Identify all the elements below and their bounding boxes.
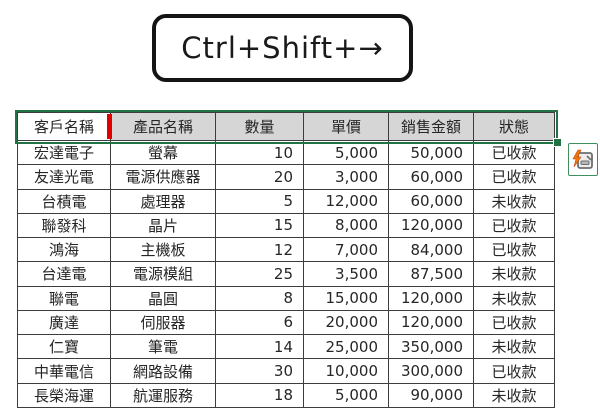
cell[interactable]: 300,000 — [388, 358, 474, 384]
cell[interactable]: 120,000 — [388, 309, 474, 336]
cell[interactable]: 已收款 — [473, 309, 555, 336]
cell[interactable]: 5 — [215, 188, 304, 214]
cell[interactable]: 12,000 — [303, 188, 389, 214]
cell[interactable]: 已收款 — [473, 358, 555, 384]
fill-handle[interactable] — [553, 138, 562, 147]
cell[interactable]: 90,000 — [388, 382, 474, 409]
cell[interactable]: 18 — [215, 382, 304, 409]
table-row: 中華電信 網路設備 30 10,000 300,000 已收款 — [17, 358, 555, 384]
sales-table: 客戶名稱 產品名稱 數量 單價 銷售金額 狀態 宏達電子 螢幕 10 5,000 50,000 已收… — [15, 110, 562, 409]
column-header[interactable]: 產品名稱 — [110, 112, 216, 141]
cell[interactable]: 20 — [215, 164, 304, 190]
cell[interactable]: 50,000 — [388, 139, 474, 166]
header-row: 客戶名稱 產品名稱 數量 單價 銷售金額 狀態 — [17, 112, 555, 141]
cell[interactable]: 友達光電 — [17, 164, 111, 190]
cell[interactable]: 350,000 — [388, 334, 474, 360]
active-cell-marker — [107, 114, 112, 139]
cell[interactable]: 已收款 — [473, 212, 555, 239]
table-row: 鴻海 主機板 12 7,000 84,000 已收款 — [17, 237, 555, 263]
cell[interactable]: 3,000 — [303, 164, 389, 190]
cell[interactable]: 台達電 — [17, 261, 111, 287]
column-header[interactable]: 客戶名稱 — [17, 112, 111, 141]
cell[interactable]: 聯發科 — [17, 212, 111, 239]
cell[interactable]: 8 — [215, 285, 304, 311]
cell[interactable]: 25,000 — [303, 334, 389, 360]
cell[interactable]: 台積電 — [17, 188, 111, 214]
cell[interactable]: 主機板 — [110, 237, 216, 263]
cell[interactable]: 6 — [215, 309, 304, 336]
cell[interactable]: 120,000 — [388, 212, 474, 239]
table-row: 仁寶 筆電 14 25,000 350,000 未收款 — [17, 334, 555, 360]
cell[interactable]: 10 — [215, 139, 304, 166]
shortcut-text: Ctrl+Shift+→ — [181, 31, 384, 65]
cell[interactable]: 電源模組 — [110, 261, 216, 287]
table-row: 台積電 處理器 5 12,000 60,000 未收款 — [17, 188, 555, 214]
shortcut-callout: Ctrl+Shift+→ — [152, 14, 413, 82]
cell[interactable]: 10,000 — [303, 358, 389, 384]
table-row: 廣達 伺服器 6 20,000 120,000 已收款 — [17, 309, 555, 336]
table-body: 宏達電子 螢幕 10 5,000 50,000 已收款 友達光電 電源供應器 20 3,000 60… — [17, 139, 555, 409]
cell[interactable]: 25 — [215, 261, 304, 287]
spreadsheet-grid: 客戶名稱 產品名稱 數量 單價 銷售金額 狀態 宏達電子 螢幕 10 5,000 50,000 已收… — [17, 112, 555, 409]
table-row: 長榮海運 航運服務 18 5,000 90,000 未收款 — [17, 382, 555, 409]
cell[interactable]: 未收款 — [473, 382, 555, 409]
quick-analysis-button[interactable] — [568, 143, 598, 176]
cell[interactable]: 15,000 — [303, 285, 389, 311]
cell[interactable]: 未收款 — [473, 261, 555, 287]
cell[interactable]: 8,000 — [303, 212, 389, 239]
table-row: 聯發科 晶片 15 8,000 120,000 已收款 — [17, 212, 555, 239]
cell[interactable]: 航運服務 — [110, 382, 216, 409]
table-row: 宏達電子 螢幕 10 5,000 50,000 已收款 — [17, 139, 555, 166]
cell[interactable]: 晶圓 — [110, 285, 216, 311]
cell[interactable]: 5,000 — [303, 382, 389, 409]
cell[interactable]: 仁寶 — [17, 334, 111, 360]
column-header[interactable]: 單價 — [303, 112, 389, 141]
cell[interactable]: 伺服器 — [110, 309, 216, 336]
cell[interactable]: 已收款 — [473, 237, 555, 263]
cell[interactable]: 中華電信 — [17, 358, 111, 384]
cell[interactable]: 未收款 — [473, 334, 555, 360]
cell[interactable]: 60,000 — [388, 188, 474, 214]
cell[interactable]: 處理器 — [110, 188, 216, 214]
cell[interactable]: 螢幕 — [110, 139, 216, 166]
cell[interactable]: 5,000 — [303, 139, 389, 166]
cell[interactable]: 未收款 — [473, 188, 555, 214]
table-row: 友達光電 電源供應器 20 3,000 60,000 已收款 — [17, 164, 555, 190]
quick-analysis-icon — [572, 149, 593, 169]
column-header[interactable]: 狀態 — [473, 112, 555, 141]
cell[interactable]: 未收款 — [473, 285, 555, 311]
cell[interactable]: 3,500 — [303, 261, 389, 287]
cell[interactable]: 晶片 — [110, 212, 216, 239]
cell[interactable]: 鴻海 — [17, 237, 111, 263]
table-row: 台達電 電源模組 25 3,500 87,500 未收款 — [17, 261, 555, 287]
cell[interactable]: 7,000 — [303, 237, 389, 263]
cell[interactable]: 15 — [215, 212, 304, 239]
cell[interactable]: 網路設備 — [110, 358, 216, 384]
cell[interactable]: 60,000 — [388, 164, 474, 190]
cell[interactable]: 廣達 — [17, 309, 111, 336]
table-row: 聯電 晶圓 8 15,000 120,000 未收款 — [17, 285, 555, 311]
cell[interactable]: 30 — [215, 358, 304, 384]
cell[interactable]: 14 — [215, 334, 304, 360]
cell[interactable]: 120,000 — [388, 285, 474, 311]
cell[interactable]: 長榮海運 — [17, 382, 111, 409]
cell[interactable]: 84,000 — [388, 237, 474, 263]
cell[interactable]: 87,500 — [388, 261, 474, 287]
cell[interactable]: 已收款 — [473, 164, 555, 190]
cell[interactable]: 電源供應器 — [110, 164, 216, 190]
cell[interactable]: 20,000 — [303, 309, 389, 336]
cell[interactable]: 宏達電子 — [17, 139, 111, 166]
cell[interactable]: 12 — [215, 237, 304, 263]
cell[interactable]: 筆電 — [110, 334, 216, 360]
column-header[interactable]: 數量 — [215, 112, 304, 141]
cell[interactable]: 已收款 — [473, 139, 555, 166]
cell[interactable]: 聯電 — [17, 285, 111, 311]
column-header[interactable]: 銷售金額 — [388, 112, 474, 141]
